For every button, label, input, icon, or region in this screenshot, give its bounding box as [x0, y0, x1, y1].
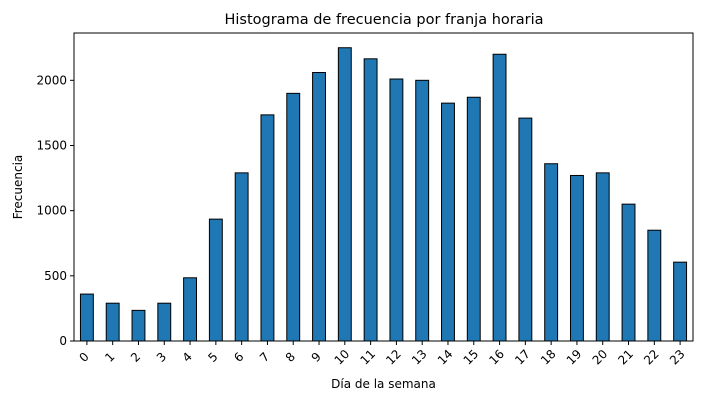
y-tick-label: 1500 [36, 138, 67, 152]
x-tick-label: 10 [332, 347, 353, 368]
plot-frame [73, 32, 694, 342]
bar-22 [647, 229, 662, 342]
x-tick-label: 14 [435, 347, 456, 368]
bar-2 [131, 309, 146, 342]
bar-15 [466, 96, 481, 342]
bar-17 [518, 117, 533, 342]
bar-8 [286, 92, 301, 342]
chart-title: Histograma de frecuencia por franja hora… [225, 12, 544, 28]
x-tick-label: 6 [231, 350, 246, 365]
x-tick-label: 3 [154, 350, 169, 365]
bar-5 [208, 218, 223, 342]
y-tick-label: 500 [44, 269, 67, 283]
bar-21 [621, 203, 636, 342]
bar-16 [492, 53, 507, 342]
x-tick-label: 16 [486, 347, 507, 368]
y-axis-label: Frecuencia [11, 155, 25, 220]
bar-14 [441, 102, 455, 342]
x-tick-label: 1 [102, 350, 117, 365]
x-tick-label: 0 [76, 350, 91, 365]
x-tick-label: 21 [615, 347, 636, 368]
bar-0 [79, 293, 94, 342]
bar-13 [415, 79, 430, 342]
bar-9 [312, 71, 326, 342]
x-tick-label: 22 [641, 347, 662, 368]
bar-23 [673, 261, 688, 342]
x-tick-label: 11 [357, 347, 378, 368]
x-axis-label: Día de la semana [331, 377, 436, 391]
bar-19 [569, 174, 584, 342]
bar-4 [183, 277, 198, 342]
y-tick-label: 1000 [36, 204, 67, 218]
bars-group [79, 47, 688, 342]
x-tick-label: 19 [564, 347, 585, 368]
bar-1 [105, 302, 120, 342]
bar-7 [260, 114, 275, 342]
x-ticks-group: 0 1 2 3 4 5 6 7 8 9 10 11 12 13 14 15 16 17 18 19 20 21 22 23 [76, 341, 688, 368]
y-tick-label: 2000 [36, 73, 67, 87]
x-tick-label: 18 [538, 347, 559, 368]
y-ticks-group: 0 500 1000 1500 2000 [36, 73, 74, 348]
bar-10 [337, 47, 352, 342]
bar-3 [157, 302, 172, 342]
bar-12 [389, 78, 404, 342]
x-tick-label: 2 [128, 350, 143, 365]
y-tick-label: 0 [59, 334, 67, 348]
x-tick-label: 9 [309, 350, 324, 365]
bar-6 [234, 172, 249, 342]
x-tick-label: 5 [205, 350, 220, 365]
bar-18 [544, 163, 559, 342]
x-tick-label: 17 [512, 347, 533, 368]
x-tick-label: 20 [590, 347, 611, 368]
bar-11 [363, 58, 378, 342]
bar-20 [595, 172, 610, 342]
x-tick-label: 8 [283, 350, 298, 365]
x-tick-label: 13 [409, 347, 430, 368]
x-tick-label: 15 [461, 347, 482, 368]
x-tick-label: 12 [383, 347, 404, 368]
x-tick-label: 23 [667, 347, 688, 368]
x-tick-label: 4 [180, 350, 195, 365]
x-tick-label: 7 [257, 350, 272, 365]
